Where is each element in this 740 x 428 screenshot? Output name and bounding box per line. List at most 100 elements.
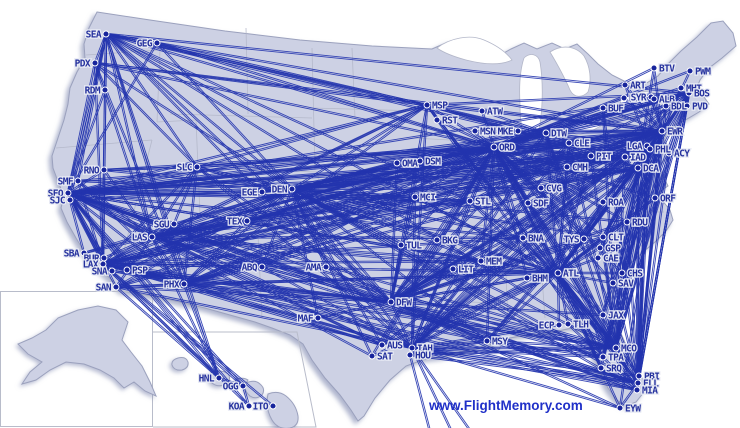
airport-dot-MAF xyxy=(314,314,322,322)
route-HOU-FLL xyxy=(409,353,639,385)
airport-label-BOS: BOS xyxy=(694,89,710,100)
airport-label-ATL: ATL xyxy=(563,269,579,280)
airport-label-CHS: CHS xyxy=(627,269,643,280)
route-MIA-LGA xyxy=(635,145,649,391)
airport-dot-PWM xyxy=(686,67,694,75)
route-EWR-BUF xyxy=(602,106,663,133)
airport-dot-IAH xyxy=(408,344,416,352)
airport-dot-FLL xyxy=(634,379,642,387)
route-TEX-DEN xyxy=(246,188,293,222)
airport-dot-DFW xyxy=(387,298,395,306)
route-DFW-BOS xyxy=(390,92,690,303)
route-LAS-MSP xyxy=(151,103,428,239)
airport-label-SFO: SFO xyxy=(48,189,64,200)
airport-dot-STL xyxy=(466,197,474,205)
airport-dot-BNA xyxy=(519,234,527,242)
airport-label-BNA: BNA xyxy=(528,234,544,245)
route-AMA-DFW xyxy=(325,265,392,304)
airport-dot-BOS xyxy=(685,89,693,97)
airport-label-CAE: CAE xyxy=(603,254,619,265)
airport-label-MSP: MSP xyxy=(432,101,448,112)
airport-dot-BDL xyxy=(662,102,670,110)
airport-label-SRQ: SRQ xyxy=(606,364,622,375)
airport-dot-SEA xyxy=(102,30,110,38)
route-RST-ORD xyxy=(436,118,495,149)
airport-label-OMA: OMA xyxy=(402,159,418,170)
airport-dot-MSP xyxy=(423,101,431,109)
airport-label-FLL: FLL xyxy=(643,379,659,390)
airport-label-MSN: MSN xyxy=(480,127,496,138)
airport-dot-MCO xyxy=(612,344,620,352)
airport-label-AMA: AMA xyxy=(306,263,322,274)
airport-dot-MKE xyxy=(514,127,522,135)
airport-label-EWR: EWR xyxy=(667,127,683,138)
airport-dot-RST xyxy=(433,116,441,124)
route-ATL-MIA xyxy=(557,272,638,391)
airport-label-SJC: SJC xyxy=(50,196,66,207)
route-DFW-JAX xyxy=(390,300,604,317)
airport-label-CVG: CVG xyxy=(546,184,562,195)
airport-dot-SBA xyxy=(80,249,88,257)
route-SRQ-EWR xyxy=(599,130,664,369)
airport-label-ALB: ALB xyxy=(659,95,675,106)
route-DFW-OMA xyxy=(389,162,399,303)
airport-label-SYR: SYR xyxy=(631,93,647,104)
airport-dot-PIT xyxy=(587,152,595,160)
route-IAH-DTW xyxy=(410,132,548,349)
airport-dot-ACY xyxy=(665,149,673,157)
route-OGG-KOA xyxy=(241,385,251,407)
route-LAS-SLC xyxy=(150,166,199,238)
airport-label-ATW: ATW xyxy=(487,107,503,118)
airport-dot-OGG xyxy=(239,382,247,390)
airport-label-MCI: MCI xyxy=(420,193,435,204)
airport-label-ART: ART xyxy=(630,81,646,92)
route-SLC-DEN xyxy=(196,165,293,191)
airport-label-EGE: EGE xyxy=(242,188,258,199)
route-MAF-DFW xyxy=(317,300,392,320)
airport-dot-MCI xyxy=(411,193,419,201)
airport-dot-RDU xyxy=(623,218,631,226)
airport-dot-BKG xyxy=(433,236,441,244)
route-SDF-ATL xyxy=(526,202,560,274)
airport-label-PIT: PIT xyxy=(596,152,612,163)
airport-label-DEN: DEN xyxy=(272,185,288,196)
route-AUS-ATL xyxy=(381,271,559,347)
airport-dot-LIT xyxy=(449,265,457,273)
route-SAN-DEN xyxy=(115,187,293,289)
route-PHX-AUS xyxy=(183,282,383,347)
airport-label-MIA: MIA xyxy=(642,386,658,397)
route-SEA-BOS xyxy=(105,32,690,95)
airport-label-PWM: PWM xyxy=(695,67,711,78)
airport-dot-DSM xyxy=(416,157,424,165)
airport-label-KOA: KOA xyxy=(229,402,245,413)
route-EWR-ART xyxy=(624,84,663,132)
route-MSP-EWR xyxy=(426,103,663,133)
route-IAH-TPA xyxy=(411,346,604,359)
route-IAH-ECP xyxy=(411,323,560,350)
airport-label-PVD: PVD xyxy=(692,102,708,113)
route-DEN-SAT xyxy=(290,188,374,357)
airport-label-TLH: TLH xyxy=(573,320,589,331)
airport-dot-GEG xyxy=(153,39,161,47)
airport-label-SAT: SAT xyxy=(377,352,393,363)
airport-label-CMH: CMH xyxy=(572,163,588,174)
airport-label-OGG: OGG xyxy=(223,382,239,393)
airport-label-DFW: DFW xyxy=(396,298,412,309)
route-LIT-ATL xyxy=(452,267,559,275)
airport-dot-ATW xyxy=(478,107,486,115)
route-LAX-SBA xyxy=(83,251,104,266)
airport-label-ORF: ORF xyxy=(660,194,676,205)
route-ATL-ECP xyxy=(556,272,561,326)
airport-label-HNL: HNL xyxy=(199,374,215,385)
airport-label-PDX: PDX xyxy=(75,59,91,70)
route-DEN-STL xyxy=(291,187,471,203)
airport-label-LGA: LGA xyxy=(627,142,643,153)
route-PHL-ART xyxy=(623,84,652,150)
airport-dots-layer xyxy=(64,30,694,412)
airport-label-RDM: RDM xyxy=(85,86,101,97)
route-TPA-DCA xyxy=(601,167,640,358)
alaska-map xyxy=(17,305,157,397)
flightmemory-watermark-link[interactable]: www.FlightMemory.com xyxy=(429,398,583,413)
airport-dot-SLC xyxy=(193,163,201,171)
